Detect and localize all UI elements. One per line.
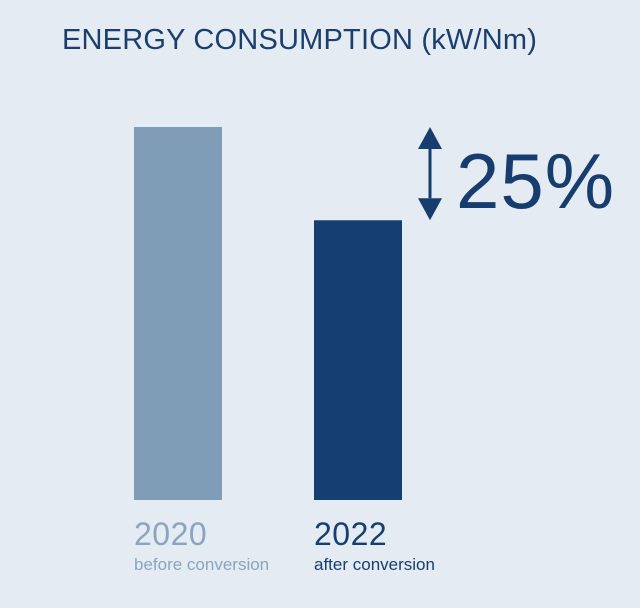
difference-percentage-label: 25% xyxy=(456,137,616,225)
category-subtitle-2022: after conversion xyxy=(314,555,435,574)
category-label-2022: 2022 xyxy=(314,516,388,552)
bar-2022 xyxy=(314,220,402,500)
chart-title: ENERGY CONSUMPTION (kW/Nm) xyxy=(62,24,538,56)
arrow-head-down xyxy=(418,198,442,221)
bar-2020 xyxy=(134,127,222,500)
arrow-head-up xyxy=(418,127,442,149)
bars-layer xyxy=(134,127,402,500)
category-subtitle-2020: before conversion xyxy=(134,555,270,574)
category-label-2020: 2020 xyxy=(134,516,208,552)
double-arrow-vertical-icon xyxy=(418,127,442,221)
